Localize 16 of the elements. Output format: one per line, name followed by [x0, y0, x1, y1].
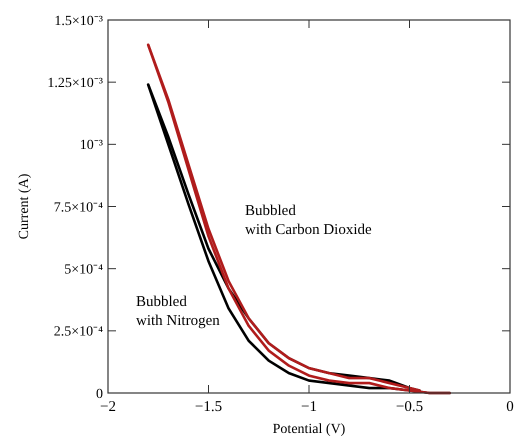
y-tick-label: 7.5×10⁻⁴	[54, 200, 104, 216]
x-axis-title: Potential (V)	[272, 422, 346, 437]
y-tick-label: 1.25×10⁻³	[47, 76, 103, 92]
y-tick-label: 0	[96, 386, 103, 402]
annotation: Bubbled with Nitrogen	[136, 294, 220, 329]
x-tick-label: −1	[301, 399, 317, 415]
y-tick-label: 10⁻³	[80, 138, 103, 154]
x-tick-label: −2	[100, 399, 116, 415]
y-tick-label: 1.5×10⁻³	[54, 14, 103, 29]
y-tick-label: 2.5×10⁻⁴	[54, 324, 104, 340]
annotation: Bubbled with Carbon Dioxide	[245, 203, 372, 238]
x-tick-label: −1.5	[194, 399, 222, 415]
y-axis-title: Current (A)	[17, 173, 32, 240]
x-tick-label: 0	[506, 399, 514, 415]
x-tick-label: −0.5	[396, 399, 424, 415]
y-tick-label: 5×10⁻⁴	[64, 262, 104, 278]
